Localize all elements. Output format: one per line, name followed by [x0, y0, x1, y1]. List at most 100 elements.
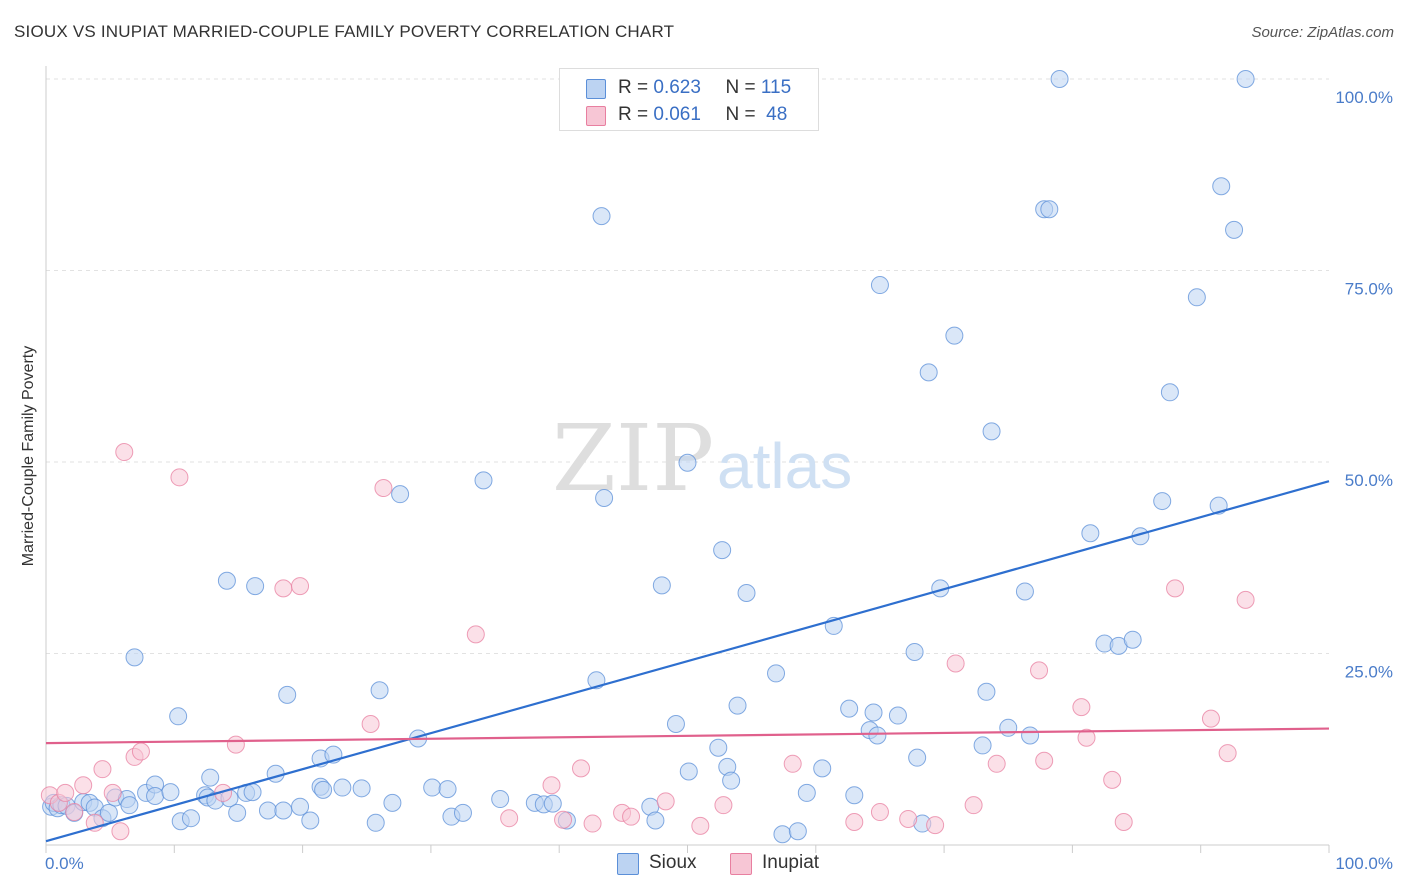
sioux-point — [919, 363, 938, 382]
inupiat-point — [572, 759, 591, 778]
inupiat-point — [74, 776, 93, 795]
sioux-point — [1187, 288, 1206, 307]
sioux-point — [125, 648, 144, 667]
sioux-point — [1225, 220, 1244, 239]
tick-labels: 25.0% 50.0% 75.0% 100.0% 0.0% 100.0% — [45, 88, 1393, 873]
sioux-point — [246, 577, 265, 596]
inupiat-point — [554, 810, 573, 829]
x-tick-label-max: 100.0% — [1335, 854, 1393, 873]
inupiat-r-label: R = — [618, 104, 654, 125]
sioux-point — [438, 780, 457, 799]
sioux-point — [788, 822, 807, 841]
sioux-n-label: N = — [725, 77, 761, 98]
sioux-point — [652, 576, 671, 595]
inupiat-point — [691, 816, 710, 835]
sioux-point — [266, 764, 285, 783]
sioux-point — [370, 681, 389, 700]
y-tick-label: 50.0% — [1345, 471, 1393, 490]
sioux-point — [797, 783, 816, 802]
sioux-r-label: R = — [618, 77, 654, 98]
sioux-point — [773, 825, 792, 844]
sioux-point — [181, 809, 200, 828]
sioux-point — [1212, 177, 1231, 196]
inupiat-point — [466, 625, 485, 644]
sioux-point — [945, 326, 964, 345]
inupiat-point — [103, 783, 122, 802]
inupiat-point — [1201, 709, 1220, 728]
bottom-inupiat-label: Inupiat — [762, 852, 820, 873]
bottom-sioux-label: Sioux — [649, 852, 697, 873]
sioux-point — [423, 778, 442, 797]
inupiat-point — [1077, 728, 1096, 747]
sioux-point — [845, 786, 864, 805]
y-tick-label: 75.0% — [1345, 280, 1393, 299]
sioux-point — [678, 453, 697, 472]
inupiat-point — [1218, 744, 1237, 763]
sioux-point — [1050, 70, 1069, 88]
sioux-point — [258, 801, 277, 820]
sioux-point — [1123, 630, 1142, 649]
inupiat-point — [374, 479, 393, 498]
inupiat-point — [870, 803, 889, 822]
sioux-point — [679, 762, 698, 781]
inupiat-point — [1035, 751, 1054, 770]
chart-title: SIOUX VS INUPIAT MARRIED-COUPLE FAMILY P… — [14, 22, 675, 41]
x-tick-label-min: 0.0% — [45, 854, 84, 873]
inupiat-point — [1030, 661, 1049, 680]
sioux-point — [99, 803, 118, 822]
sioux-point — [1153, 492, 1172, 511]
sioux-point — [291, 797, 310, 816]
inupiat-point — [964, 796, 983, 815]
sioux-point — [592, 207, 611, 226]
sioux-point — [1081, 524, 1100, 543]
inupiat-point — [1103, 770, 1122, 789]
sioux-point — [666, 714, 685, 733]
bottom-inupiat-swatch — [730, 853, 752, 875]
sioux-point — [864, 703, 883, 722]
sioux-point — [169, 707, 188, 726]
inupiat-point — [274, 579, 293, 598]
sioux-point — [767, 664, 786, 683]
inupiat-point — [111, 822, 130, 841]
inupiat-point — [500, 809, 519, 828]
sioux-point — [709, 738, 728, 757]
inupiat-point — [291, 577, 310, 596]
watermark-atlas: atlas — [717, 430, 852, 502]
sioux-point — [217, 571, 236, 590]
inupiat-point — [65, 803, 84, 822]
sioux-point — [228, 803, 247, 822]
sioux-point — [1021, 726, 1040, 745]
inupiat-point — [899, 809, 918, 828]
inupiat-point — [1072, 698, 1091, 717]
inupiat-point — [583, 814, 602, 833]
sioux-point — [543, 794, 562, 813]
inupiat-n-label: N = — [725, 104, 761, 125]
inupiat-swatch — [586, 106, 606, 126]
sioux-n-value: 115 — [760, 77, 792, 98]
sioux-point — [314, 780, 333, 799]
sioux-point — [453, 803, 472, 822]
inupiat-r-value: 0.061 — [653, 104, 701, 125]
inupiat-point — [1114, 813, 1133, 832]
sioux-swatch — [586, 79, 606, 99]
sioux-point — [1015, 582, 1034, 601]
y-tick-label: 25.0% — [1345, 663, 1393, 682]
sioux-point — [868, 726, 887, 745]
sioux-point — [201, 768, 220, 787]
inupiat-point — [1166, 579, 1185, 598]
inupiat-point — [714, 796, 733, 815]
sioux-point — [982, 422, 1001, 441]
sioux-point — [301, 811, 320, 830]
inupiat-point — [56, 783, 75, 802]
sioux-point — [722, 771, 741, 790]
inupiat-trend-line — [45, 727, 1330, 745]
inupiat-point — [987, 754, 1006, 773]
sioux-point — [120, 796, 139, 815]
watermark: ZIP atlas — [552, 405, 852, 512]
inupiat-point — [93, 760, 112, 779]
sioux-point — [813, 759, 832, 778]
correlation-legend: R = 0.623 N = 115 R = 0.061 N = 48 — [559, 68, 819, 131]
sioux-r-value: 0.623 — [653, 77, 701, 98]
inupiat-point — [656, 792, 675, 811]
gridlines — [46, 78, 1329, 654]
